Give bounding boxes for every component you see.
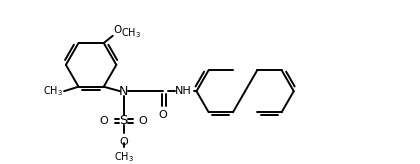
Text: O: O xyxy=(159,110,168,120)
Text: O: O xyxy=(100,116,108,126)
Text: O: O xyxy=(114,25,122,35)
Text: CH$_3$: CH$_3$ xyxy=(113,151,134,164)
Text: O: O xyxy=(139,116,147,126)
Text: O: O xyxy=(119,137,128,147)
Text: CH$_3$: CH$_3$ xyxy=(43,84,63,98)
Text: N: N xyxy=(119,85,128,98)
Text: NH: NH xyxy=(175,86,192,96)
Text: S: S xyxy=(119,113,128,126)
Text: CH$_3$: CH$_3$ xyxy=(121,26,141,40)
